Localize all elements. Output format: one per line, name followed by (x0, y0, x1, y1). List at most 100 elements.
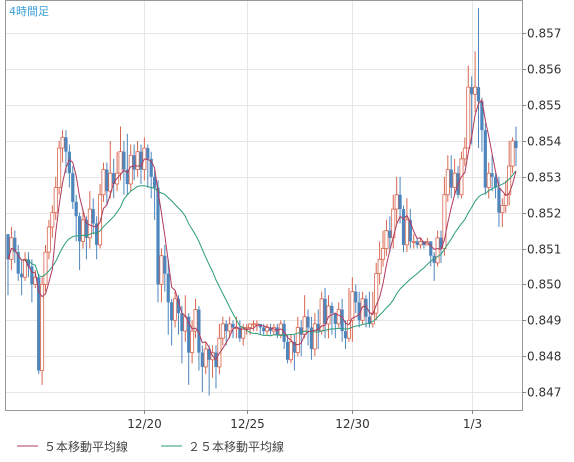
candle-body (251, 323, 256, 326)
candle-body (473, 86, 478, 95)
candle-body (135, 151, 140, 171)
candle (388, 216, 392, 253)
candle (374, 262, 379, 321)
candle (67, 144, 71, 188)
candle-body (163, 255, 167, 274)
candle-body (333, 313, 337, 324)
candle (445, 155, 450, 202)
candle-body (462, 147, 467, 160)
candle (50, 205, 55, 238)
candle-body (26, 259, 31, 267)
y-tick-label: 0.855 (527, 99, 561, 113)
candle-body (439, 237, 443, 249)
candle-body (101, 169, 106, 196)
candle (493, 173, 498, 199)
candle (166, 259, 170, 335)
candle-body (490, 173, 494, 177)
candle-body (275, 327, 279, 335)
candle-body (411, 240, 416, 243)
ma25-line (7, 170, 517, 337)
candle (268, 323, 273, 335)
candle-body (415, 241, 419, 245)
candle (57, 140, 62, 195)
candle (299, 320, 303, 357)
period-label: 4時間足 (9, 5, 49, 18)
candle-body (139, 151, 143, 170)
candle (473, 51, 478, 113)
y-tick-label: 0.857 (527, 27, 561, 41)
candle (439, 230, 443, 263)
candle (156, 180, 160, 303)
candle (514, 126, 518, 167)
candle-body (122, 151, 126, 170)
candle (163, 244, 167, 292)
candle (285, 334, 290, 364)
candle-body (170, 302, 174, 321)
candle (381, 230, 386, 267)
candle-body (401, 209, 406, 245)
candle (77, 212, 82, 271)
candle (112, 158, 116, 199)
candle-body (309, 327, 314, 350)
candle-body (480, 101, 484, 131)
candle-body (326, 305, 331, 325)
candle-body (248, 323, 253, 328)
candle-body (146, 148, 150, 159)
candle-body (53, 187, 58, 214)
candle-body (87, 208, 92, 239)
candle-body (203, 348, 208, 368)
candle-body (20, 273, 24, 278)
candle (74, 194, 78, 242)
candle (20, 259, 24, 296)
candle-body (381, 248, 386, 260)
y-axis-ticks: 0.857 0.856 0.855 0.854 0.853 0.852 0.851 0.850… (522, 27, 561, 400)
candle-body (398, 194, 402, 210)
x-tick-label: 12/25 (230, 417, 265, 431)
candle-body (384, 230, 389, 249)
candle-body (227, 323, 232, 332)
candle (404, 198, 409, 253)
candle (95, 216, 99, 260)
candle (64, 130, 68, 174)
candle (449, 155, 453, 199)
candle-body (46, 226, 51, 253)
candle-body (30, 266, 34, 285)
candle (207, 345, 211, 396)
candle-body (77, 216, 82, 242)
candle (180, 305, 184, 364)
candle-body (357, 302, 361, 321)
candle-body (220, 323, 225, 339)
candle (101, 162, 106, 202)
candle-body (435, 237, 440, 264)
candle-body (340, 309, 344, 332)
candle (214, 345, 218, 389)
candle-body (231, 323, 235, 328)
candle-body (81, 219, 86, 242)
candle (367, 291, 371, 328)
y-tick-label: 0.854 (527, 135, 561, 149)
candle-body (244, 327, 249, 329)
candle-body (91, 209, 95, 224)
candle (364, 295, 368, 328)
candle-body (367, 316, 371, 324)
candle-body (514, 140, 518, 149)
candle (98, 183, 103, 249)
candle (227, 316, 232, 339)
candle-body (125, 169, 129, 184)
candle (309, 316, 314, 360)
candle-body (288, 341, 293, 361)
legend-ma5-label: ５本移動平均線 (44, 439, 128, 454)
y-tick-label: 0.847 (527, 386, 561, 400)
candle-body (429, 241, 433, 256)
candle-body (6, 234, 10, 260)
candle (190, 320, 195, 364)
candle (159, 248, 164, 303)
candle-body (312, 323, 317, 350)
candle (122, 140, 126, 195)
candle-body (497, 187, 501, 213)
candle-body (302, 316, 307, 336)
candle-body (173, 298, 178, 321)
candle (200, 345, 204, 393)
candle-body (13, 237, 17, 253)
